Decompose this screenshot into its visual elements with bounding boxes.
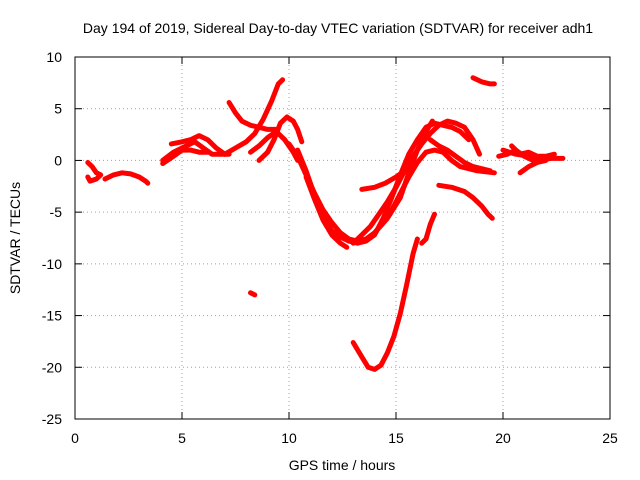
x-tick-label: 20	[495, 430, 511, 446]
x-tick-label: 5	[178, 430, 186, 446]
data-series	[85, 75, 566, 372]
series-arc-7	[222, 77, 286, 157]
x-tick-label: 25	[602, 430, 618, 446]
y-axis-label: SDTVAR / TECUs	[7, 182, 23, 294]
series-arc-2	[102, 170, 151, 186]
plot-frame	[74, 56, 611, 420]
series-arc-18	[419, 211, 437, 246]
series-arc-16	[427, 137, 493, 174]
series-arc-20	[470, 75, 497, 87]
series-arc-19	[436, 182, 495, 221]
series-arc-9	[256, 114, 305, 163]
series-arc-17	[350, 236, 420, 372]
x-tick-label: 15	[388, 430, 404, 446]
x-tick-labels: 0 5 10 15 20 25	[71, 430, 618, 446]
x-tick-label: 10	[281, 430, 297, 446]
y-tick-label: 0	[54, 152, 62, 168]
series-arc-24	[517, 157, 549, 176]
series-arc-25	[248, 290, 258, 298]
y-tick-label: -10	[42, 256, 62, 272]
y-tick-label: 5	[54, 101, 62, 117]
y-tick-label: -5	[50, 204, 63, 220]
series-arc-4	[160, 147, 211, 166]
x-tick-label: 0	[71, 430, 79, 446]
axis-ticks	[74, 56, 611, 420]
x-axis-label: GPS time / hours	[289, 457, 396, 473]
series-arc-14	[372, 118, 435, 236]
series-arc-15	[359, 168, 408, 192]
y-tick-label: 10	[46, 49, 62, 65]
series-arc-3	[160, 139, 232, 163]
series-arc-5	[168, 133, 228, 157]
chart-title: Day 194 of 2019, Sidereal Day-to-day VTE…	[83, 20, 593, 36]
y-tick-label: -25	[42, 411, 62, 427]
series-arc-12	[303, 174, 350, 250]
series-arc-6	[226, 100, 279, 132]
series-arc-1	[85, 160, 104, 184]
y-tick-label: -20	[42, 359, 62, 375]
y-tick-labels: 10 5 0 -5 -10 -15 -20 -25	[42, 49, 62, 427]
y-tick-label: -15	[42, 308, 62, 324]
